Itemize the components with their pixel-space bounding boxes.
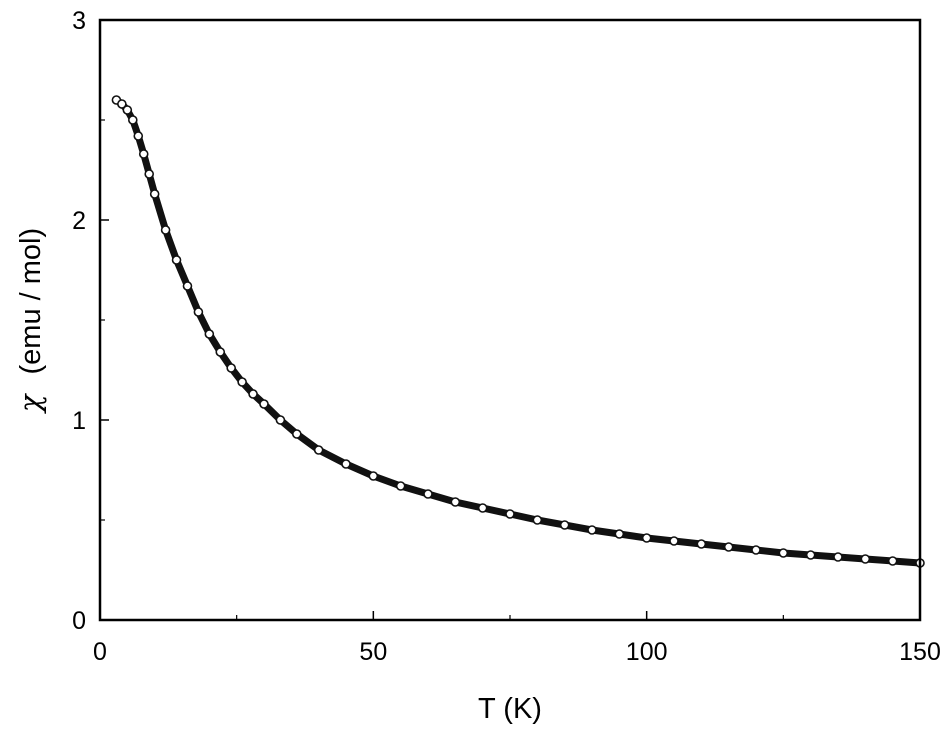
data-point [641,533,652,543]
data-point [778,548,789,558]
data-point [144,169,154,179]
data-point [160,225,171,235]
data-point [122,105,133,115]
x-axis-label: T (K) [478,693,542,725]
data-point [559,520,570,530]
ticks-layer [99,19,921,621]
data-point [182,281,193,291]
y-axis-units: (emu / mol) [15,228,47,375]
data-point [614,529,625,539]
y-tick-label: 3 [72,7,86,35]
data-point [193,307,204,317]
data-point [477,503,488,513]
data-point [805,550,816,560]
data-point [133,131,144,141]
y-tick-label: 2 [72,207,86,235]
y-tick-label: 0 [72,607,86,635]
data-point [587,525,597,535]
data-point [751,545,761,555]
data-point [291,429,302,439]
data-point [833,552,843,562]
data-point [669,536,679,546]
data-point [117,99,127,109]
plot-frame [98,18,922,622]
data-point [171,255,182,265]
x-tick-label: 50 [359,638,387,666]
x-tick-label: 100 [626,638,668,666]
y-axis-label: χ (emu / mol) [13,228,47,414]
y-tick-label: 1 [72,407,86,435]
data-point [215,347,226,357]
data-point [341,459,351,469]
data-point [259,399,269,409]
x-tick-label: 150 [899,638,941,666]
data-point [450,497,461,507]
data-point [423,489,433,499]
labels-layer: 0 50 100 150 0 1 2 3 [72,7,941,666]
data-point [505,509,515,519]
data-point [860,554,871,564]
data-point [395,481,406,491]
data-point [149,189,160,199]
data-point [532,515,543,525]
data-layer [111,95,925,568]
data-point [226,363,236,373]
data-point [138,149,149,159]
data-point [887,556,898,566]
data-point [275,415,286,425]
data-point [313,445,324,455]
data-point [237,377,247,387]
data-point [723,542,734,552]
data-point [696,539,707,549]
data-point [368,471,379,481]
data-point [128,115,138,125]
x-tick-label: 0 [93,638,107,666]
data-point [204,329,215,339]
data-point [248,389,258,399]
data-curve [112,96,924,567]
y-axis-symbol: χ [13,393,47,414]
